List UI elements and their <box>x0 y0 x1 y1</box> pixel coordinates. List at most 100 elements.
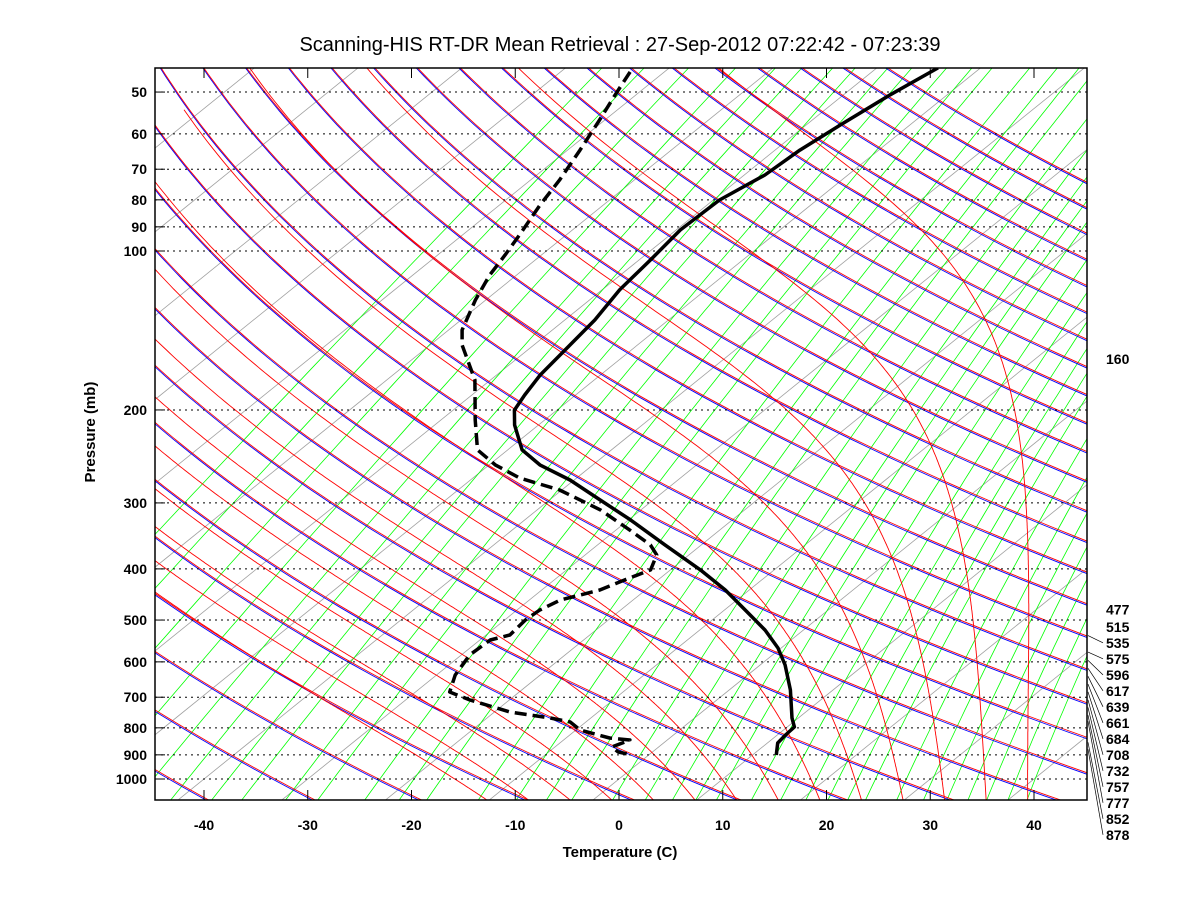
mixing-ratio-line <box>546 68 1080 800</box>
isotherm-line <box>155 68 463 317</box>
dry-adiabat-line <box>587 68 1087 368</box>
dry-adiabat-pair-line <box>373 68 1087 513</box>
right-label-leader-line <box>1087 691 1104 739</box>
mixing-ratio-line <box>827 347 1087 800</box>
moist-adiabat-line <box>183 109 862 800</box>
y-axis-title: Pressure (mb) <box>82 382 99 483</box>
dry-adiabat-pair-line <box>671 68 1087 315</box>
dry-adiabat-line <box>758 68 1087 260</box>
x-tick-label: -10 <box>505 817 525 833</box>
right-label-leader-line <box>1087 721 1104 803</box>
right-label-leader-line <box>1087 676 1104 707</box>
y-tick-label: 700 <box>124 689 148 705</box>
y-tick-label: 500 <box>124 612 148 628</box>
isotherm-line <box>177 68 1085 800</box>
mixing-ratio-line <box>644 149 1087 800</box>
y-tick-label: 50 <box>131 84 147 100</box>
dry-adiabat-line <box>155 247 1087 774</box>
dry-adiabat-pair-line <box>756 68 1087 262</box>
y-tick-label: 90 <box>131 219 147 235</box>
y-tick-label: 200 <box>124 402 148 418</box>
y-tick-label: 800 <box>124 720 148 736</box>
x-tick-label: 10 <box>715 817 731 833</box>
dry-adiabat-line <box>417 68 1087 482</box>
mixing-ratio-line <box>612 118 1087 800</box>
right-pressure-label: 639 <box>1106 699 1130 715</box>
dry-adiabat-line <box>801 68 1087 234</box>
mixing-ratio-line <box>923 476 1087 800</box>
dry-adiabat-line <box>155 592 530 800</box>
dry-adiabat-line <box>155 187 1087 738</box>
moist-adiabat-line <box>155 591 488 800</box>
dry-adiabat-pair-line <box>458 68 1087 454</box>
isotherm-line <box>799 568 1087 800</box>
dry-adiabat-line <box>459 68 1087 453</box>
sounding-profiles <box>447 68 939 757</box>
dry-adiabat-pair-line <box>155 366 952 800</box>
dry-adiabat-line <box>502 68 1087 424</box>
x-tick-label: -30 <box>298 817 318 833</box>
x-tick-label: 0 <box>615 817 623 833</box>
dry-adiabat-line <box>331 68 1087 542</box>
right-label-leader-line <box>1087 668 1104 692</box>
dry-adiabat-pair-line <box>500 68 1087 425</box>
mixing-ratio-line <box>780 291 1087 800</box>
mixing-ratio-line <box>1007 617 1087 800</box>
x-tick-label: -20 <box>401 817 421 833</box>
x-tick-label: -40 <box>194 817 214 833</box>
mixing-ratio-line <box>751 259 1087 800</box>
isotherm-line <box>1007 735 1087 800</box>
dry-adiabat-pair-line <box>884 68 1087 185</box>
mixing-ratio-line <box>155 68 603 535</box>
moist-adiabat-line <box>155 338 738 800</box>
dry-adiabat-pair-line <box>155 249 1087 775</box>
dry-adiabat-pair-line <box>287 68 1087 575</box>
right-label-leader-line <box>1087 651 1104 660</box>
mixing-ratio-line <box>946 512 1087 800</box>
right-label-leader-line <box>1087 715 1104 787</box>
dry-adiabat-pair-line <box>159 68 1087 671</box>
right-pressure-labels: 160 477 5155355755966176396616847087327577… <box>1087 351 1130 843</box>
dry-adiabat-line <box>160 68 1087 670</box>
dry-adiabat-pair-line <box>586 68 1087 369</box>
right-pressure-label: 777 <box>1106 795 1130 811</box>
mixing-ratio-line <box>847 372 1087 800</box>
dry-adiabat-pair-line <box>155 188 1087 740</box>
mixing-ratio-line <box>865 395 1087 800</box>
dry-adiabat-line <box>673 68 1087 313</box>
y-tick-label: 70 <box>131 161 147 177</box>
moist-adiabat-line <box>155 488 613 800</box>
mixing-ratio-line <box>155 68 645 589</box>
moist-adiabat-line <box>366 68 946 800</box>
moist-adiabat-line <box>155 526 571 800</box>
isotherm-line <box>155 68 567 401</box>
mixing-ratio-line <box>896 437 1087 800</box>
isotherm-line <box>488 316 1087 800</box>
dry-adiabat-pair-line <box>628 68 1087 342</box>
plot-frame <box>154 67 1088 801</box>
dry-adiabat-line <box>374 68 1087 512</box>
dry-adiabat-line <box>155 478 743 800</box>
dry-adiabat-line <box>155 364 956 800</box>
mixing-ratio-line <box>805 321 1087 800</box>
moist-adiabat-line <box>155 445 655 800</box>
isotherm-line <box>155 68 878 652</box>
right-label-leader-line <box>1087 749 1104 835</box>
x-tick-label: 40 <box>1026 817 1042 833</box>
isotherm-line <box>696 484 1087 800</box>
y-tick-label: 100 <box>124 243 148 259</box>
right-pressure-label: 515 <box>1106 619 1130 635</box>
moist-adiabat-line <box>718 68 1030 800</box>
mixing-ratio-line <box>986 578 1087 800</box>
axis-ticks: 5060708090100200300400500600700800900100… <box>116 68 1042 833</box>
mixing-ratio-line <box>211 68 834 800</box>
chart-title: Scanning-HIS RT-DR Mean Retrieval : 27-S… <box>299 34 940 56</box>
dry-adiabat-pair-line <box>543 68 1087 397</box>
right-pressure-label: 535 <box>1106 635 1130 651</box>
moist-adiabat-line <box>155 560 530 800</box>
dry-adiabat-line <box>630 68 1087 340</box>
right-pressure-label: 852 <box>1106 811 1130 827</box>
right-pressure-label: 684 <box>1106 731 1130 747</box>
mixing-ratio-line <box>170 68 803 800</box>
